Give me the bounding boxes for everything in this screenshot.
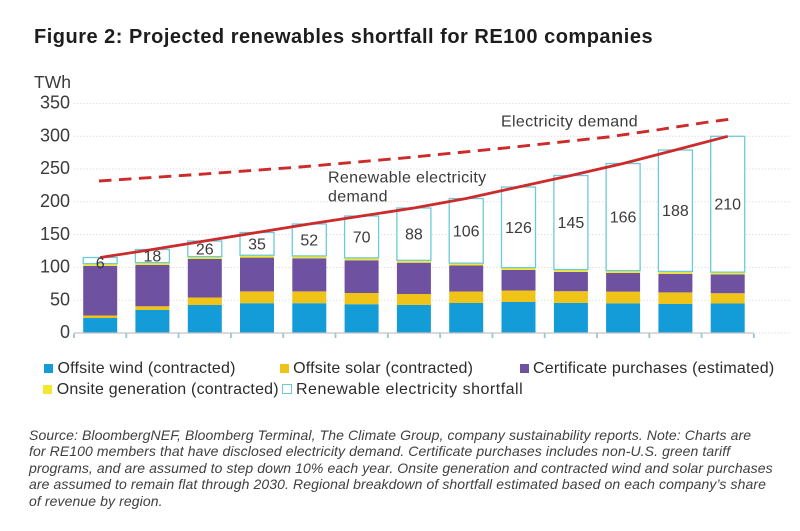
svg-text:demand: demand bbox=[328, 189, 388, 206]
svg-text:188: 188 bbox=[662, 203, 689, 220]
svg-text:18: 18 bbox=[144, 249, 162, 266]
svg-text:50: 50 bbox=[50, 289, 70, 309]
svg-text:100: 100 bbox=[40, 257, 70, 277]
svg-text:Renewable electricity: Renewable electricity bbox=[328, 170, 487, 187]
svg-text:6: 6 bbox=[96, 256, 105, 273]
svg-text:166: 166 bbox=[610, 210, 637, 227]
svg-text:88: 88 bbox=[405, 227, 423, 244]
svg-text:Electricity demand: Electricity demand bbox=[501, 114, 638, 131]
svg-text:126: 126 bbox=[505, 220, 532, 237]
svg-text:26: 26 bbox=[196, 241, 214, 258]
svg-text:150: 150 bbox=[40, 224, 70, 244]
svg-text:250: 250 bbox=[40, 158, 70, 178]
svg-text:350: 350 bbox=[40, 93, 70, 113]
svg-text:106: 106 bbox=[453, 223, 480, 240]
svg-text:300: 300 bbox=[40, 125, 70, 145]
svg-text:52: 52 bbox=[300, 233, 318, 250]
svg-text:210: 210 bbox=[714, 197, 741, 214]
svg-text:200: 200 bbox=[40, 191, 70, 211]
svg-text:0: 0 bbox=[60, 322, 70, 342]
svg-text:145: 145 bbox=[558, 215, 585, 232]
svg-text:TWh: TWh bbox=[34, 72, 71, 92]
svg-text:35: 35 bbox=[248, 236, 266, 253]
svg-text:70: 70 bbox=[353, 230, 371, 247]
